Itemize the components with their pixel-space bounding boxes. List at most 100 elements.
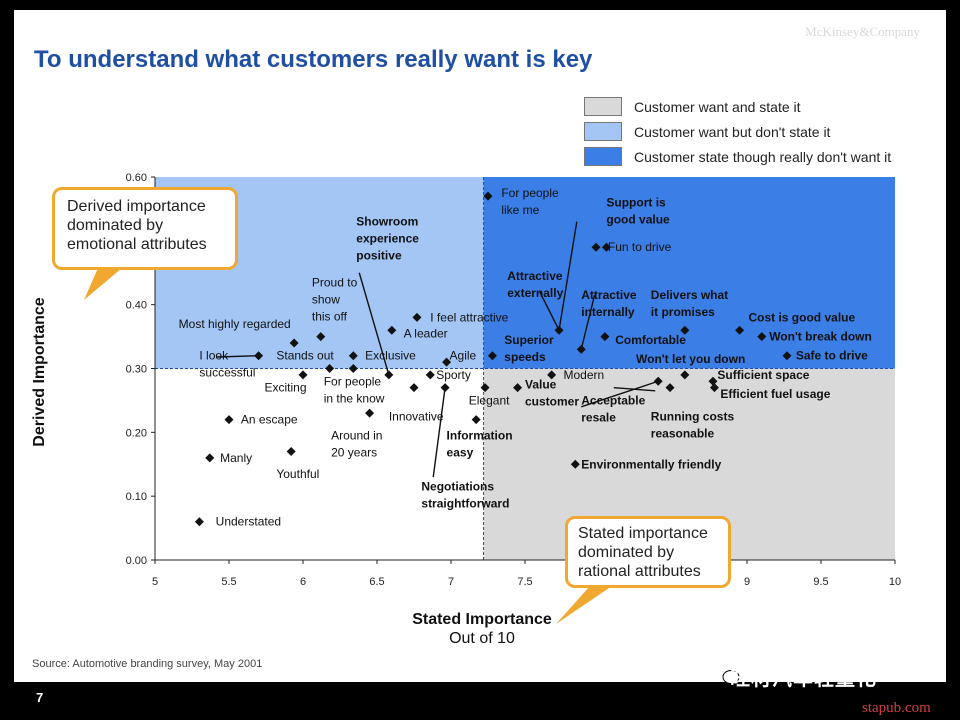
x-axis-title: Stated Importance <box>412 611 552 628</box>
data-point <box>325 364 335 373</box>
data-point <box>782 351 792 361</box>
point-label: Agile <box>450 349 477 363</box>
point-label: An escape <box>241 413 298 427</box>
leader-line <box>358 272 390 376</box>
point-label: Around in 20 years <box>331 429 382 460</box>
point-label: Manly <box>220 451 252 465</box>
y-tick-label: 0.60 <box>126 172 147 184</box>
point-label: Running costs reasonable <box>651 409 735 440</box>
data-point <box>194 517 204 527</box>
point-label: Safe to drive <box>796 349 868 363</box>
chart-zones <box>155 177 895 560</box>
zone-low <box>155 368 484 560</box>
data-point <box>254 351 264 361</box>
data-point <box>665 383 675 393</box>
point-label: Most highly regarded <box>179 317 291 331</box>
point-label: For people in the know <box>324 374 385 405</box>
point-label: Elegant <box>469 393 510 407</box>
point-label: Stands out <box>276 349 334 363</box>
point-label: Proud to show this off <box>312 275 358 323</box>
point-label: Attractive internally <box>581 288 637 319</box>
legend: Customer want and state it Customer want… <box>584 94 891 169</box>
legend-label: Customer state though really don't want … <box>634 148 892 165</box>
legend-swatch <box>584 122 622 141</box>
point-label: Showroom experience positive <box>356 215 419 263</box>
legend-item: Customer state though really don't want … <box>584 144 891 169</box>
y-tick-label: 0.00 <box>126 555 147 567</box>
legend-item: Customer want and state it <box>584 94 891 119</box>
data-point <box>757 332 767 342</box>
legend-label: Customer want but don't state it <box>634 123 831 140</box>
point-label: Fun to drive <box>608 240 672 254</box>
data-point <box>409 383 419 393</box>
x-tick-label: 5.5 <box>221 576 236 588</box>
point-label: For people like me <box>501 186 559 217</box>
leader-line <box>580 294 596 350</box>
point-label: Won't break down <box>769 330 872 344</box>
data-point <box>570 459 580 469</box>
page-title: To understand what customers really want… <box>34 46 593 73</box>
leader-line <box>558 221 578 331</box>
data-point <box>348 351 358 361</box>
data-point <box>289 338 299 348</box>
data-point <box>653 376 663 386</box>
data-point <box>224 415 234 425</box>
x-tick-label: 7 <box>448 576 454 588</box>
leader-line <box>539 291 560 331</box>
point-label: Exciting <box>265 381 307 395</box>
data-point <box>480 383 490 393</box>
data-points <box>194 191 792 527</box>
data-point <box>442 357 452 367</box>
data-point <box>709 383 719 393</box>
callout-pointer-right <box>556 586 612 624</box>
point-label: Delivers what it promises <box>651 288 728 319</box>
data-point <box>384 370 394 380</box>
wechat-icon <box>713 664 740 684</box>
data-point <box>483 191 493 201</box>
point-label: Acceptable resale <box>581 393 645 424</box>
source-note: Source: Automotive branding survey, May … <box>32 658 263 670</box>
watermark-url: stapub.com <box>862 700 931 716</box>
data-point <box>365 408 375 418</box>
data-point <box>425 370 435 380</box>
data-point <box>205 453 215 463</box>
x-tick-label: 6 <box>300 576 306 588</box>
point-label: I feel attractive <box>430 310 508 324</box>
data-point <box>298 370 308 380</box>
y-tick-label: 0.30 <box>126 364 147 376</box>
point-label: Youthful <box>276 467 319 481</box>
point-label: Exclusive <box>365 349 416 363</box>
legend-swatch <box>584 147 622 166</box>
legend-label: Customer want and state it <box>634 98 801 115</box>
data-point <box>735 325 745 335</box>
point-label: Efficient fuel usage <box>720 387 830 401</box>
data-point <box>601 242 611 252</box>
point-label: A leader <box>404 326 448 340</box>
point-label: Innovative <box>389 409 444 423</box>
data-point <box>513 383 523 393</box>
point-label: Information easy <box>447 429 513 460</box>
data-point <box>387 325 397 335</box>
point-label: I look successful <box>199 349 255 380</box>
data-point <box>286 446 296 456</box>
x-axis-label: Stated Importance Out of 10 <box>412 610 552 648</box>
data-point <box>412 312 422 322</box>
x-tick-label: 10 <box>889 576 901 588</box>
data-point <box>600 332 610 342</box>
data-point <box>471 415 481 425</box>
point-label: Attractive externally <box>507 269 563 300</box>
point-label: Superior speeds <box>504 333 554 364</box>
brand-logo: McKinsey&Company <box>805 24 920 39</box>
bottom-frame-bar <box>0 682 960 720</box>
data-point <box>680 370 690 380</box>
y-tick-label: 0.40 <box>126 300 147 312</box>
data-point <box>708 376 718 386</box>
point-labels: Understated Manly An escape I look successfu… <box>179 186 872 529</box>
chart-grid <box>155 177 895 560</box>
data-point <box>591 242 601 252</box>
callout-pointer-left <box>84 268 122 300</box>
leader-line <box>217 355 259 358</box>
point-label: Understated <box>216 515 281 529</box>
data-point <box>440 383 450 393</box>
